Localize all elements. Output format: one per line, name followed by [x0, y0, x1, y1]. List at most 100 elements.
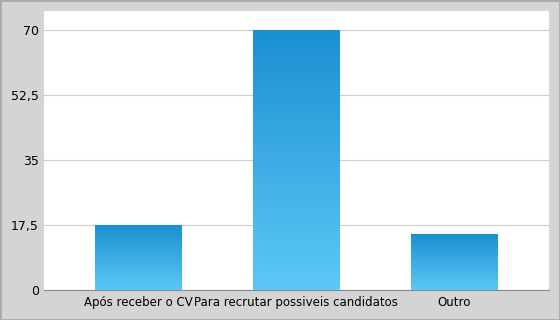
Bar [253, 134, 340, 135]
Bar [95, 281, 182, 282]
Bar [253, 160, 340, 161]
Bar [253, 178, 340, 180]
Bar [253, 73, 340, 74]
Bar [253, 194, 340, 195]
Bar [95, 260, 182, 261]
Bar [253, 86, 340, 87]
Bar [253, 49, 340, 51]
Bar [95, 248, 182, 249]
Bar [95, 289, 182, 290]
Bar [95, 278, 182, 279]
Bar [95, 279, 182, 280]
Bar [253, 272, 340, 273]
Bar [253, 107, 340, 108]
Bar [253, 116, 340, 117]
Bar [95, 267, 182, 268]
Bar [253, 90, 340, 91]
Bar [253, 83, 340, 84]
Bar [253, 284, 340, 285]
Bar [253, 60, 340, 61]
Bar [253, 255, 340, 256]
Bar [253, 58, 340, 60]
Bar [253, 104, 340, 105]
Bar [95, 256, 182, 257]
Bar [253, 82, 340, 83]
Bar [253, 190, 340, 191]
Bar [253, 254, 340, 255]
Bar [253, 76, 340, 78]
Bar [253, 246, 340, 247]
Bar [95, 282, 182, 283]
Bar [253, 221, 340, 223]
Bar [253, 269, 340, 271]
Bar [253, 156, 340, 157]
Bar [253, 250, 340, 251]
Bar [253, 95, 340, 96]
Bar [253, 143, 340, 144]
Bar [253, 247, 340, 249]
Bar [253, 169, 340, 171]
Bar [253, 47, 340, 48]
Bar [253, 124, 340, 125]
Bar [95, 285, 182, 286]
Bar [253, 207, 340, 208]
Bar [253, 188, 340, 189]
Bar [95, 283, 182, 284]
Bar [253, 126, 340, 127]
Bar [95, 266, 182, 267]
Bar [253, 224, 340, 225]
Bar [253, 92, 340, 93]
Bar [253, 181, 340, 182]
Bar [253, 258, 340, 259]
Bar [253, 42, 340, 43]
Bar [95, 275, 182, 276]
Bar [253, 271, 340, 272]
Bar [95, 254, 182, 255]
Bar [95, 264, 182, 265]
Bar [95, 280, 182, 281]
Bar [253, 130, 340, 132]
Bar [253, 245, 340, 246]
Bar [253, 84, 340, 86]
Bar [253, 105, 340, 107]
Bar [253, 37, 340, 39]
Bar [95, 227, 182, 228]
Bar [253, 118, 340, 120]
Bar [253, 173, 340, 174]
Bar [253, 273, 340, 275]
Bar [95, 246, 182, 247]
Bar [253, 139, 340, 140]
Bar [95, 271, 182, 272]
Bar [253, 146, 340, 147]
Bar [253, 36, 340, 37]
Bar [253, 109, 340, 110]
Bar [253, 262, 340, 263]
Bar [253, 69, 340, 70]
Bar [253, 34, 340, 35]
Bar [253, 223, 340, 224]
Bar [253, 213, 340, 215]
Bar [253, 35, 340, 36]
Bar [253, 164, 340, 165]
Bar [95, 249, 182, 250]
Bar [253, 120, 340, 121]
Bar [253, 215, 340, 216]
Bar [253, 74, 340, 75]
Bar [95, 235, 182, 236]
Bar [253, 239, 340, 241]
Bar [253, 133, 340, 134]
Bar [253, 208, 340, 210]
Bar [253, 182, 340, 183]
Bar [253, 101, 340, 103]
Bar [253, 279, 340, 280]
Bar [253, 142, 340, 143]
Bar [253, 195, 340, 196]
Bar [253, 54, 340, 56]
Bar [253, 150, 340, 151]
Bar [95, 269, 182, 270]
Bar [95, 277, 182, 278]
Bar [95, 230, 182, 231]
Bar [253, 171, 340, 172]
Bar [253, 289, 340, 290]
Bar [95, 250, 182, 251]
